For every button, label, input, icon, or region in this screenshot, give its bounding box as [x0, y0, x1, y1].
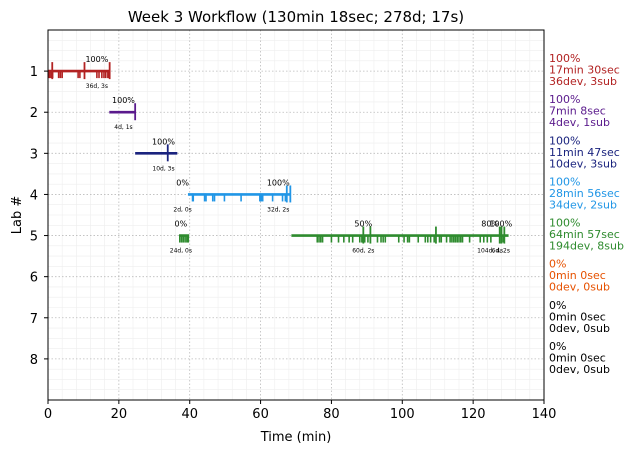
- lab-8-summary: 0min 0sec: [549, 351, 606, 364]
- lab-6-summary: 0min 0sec: [549, 269, 606, 282]
- lab-6-summary: 0dev, 0sub: [549, 281, 610, 294]
- count-label: 24d, 0s: [170, 248, 192, 255]
- lab-2-summary: 4dev, 1sub: [549, 116, 610, 129]
- score-label: 80%: [481, 220, 499, 229]
- score-label: 100%: [152, 137, 175, 146]
- count-label: 60d, 2s: [352, 248, 374, 255]
- lab-bars: [48, 62, 509, 244]
- lab-4-summary: 28min 56sec: [549, 187, 620, 200]
- lab-1-summary: 17min 30sec: [549, 64, 620, 77]
- count-label: 32d, 2s: [267, 206, 289, 213]
- x-tick-label: 140: [532, 407, 557, 422]
- lab-1-summary: 36dev, 3sub: [549, 75, 617, 88]
- axes: 0 20 40 60 80 100 120 140 1 2 3 4 5 6 7 8: [30, 65, 557, 422]
- lab-1-summary: 100%: [549, 52, 580, 65]
- y-tick-label: 1: [30, 65, 38, 80]
- y-tick-label: 8: [30, 353, 38, 368]
- score-label: 100%: [112, 96, 135, 105]
- lab-8-summary: 0%: [549, 340, 566, 353]
- x-tick-label: 40: [181, 407, 198, 422]
- lab-5-summary: 64min 57sec: [549, 228, 620, 241]
- lab-6-summary: 0%: [549, 258, 566, 271]
- count-label: 36d, 3s: [86, 83, 108, 90]
- count-label: 10d, 3s: [152, 165, 174, 172]
- x-tick-label: 120: [461, 407, 486, 422]
- lab-2-summary: 7min 8sec: [549, 105, 606, 118]
- score-label: 100%: [267, 178, 290, 187]
- lab-5-summary: 194dev, 8sub: [549, 240, 624, 253]
- x-tick-label: 0: [44, 407, 52, 422]
- y-tick-label: 2: [30, 106, 38, 121]
- score-label: 100%: [85, 55, 108, 64]
- score-label: 50%: [354, 220, 372, 229]
- lab-4-summary: 100%: [549, 175, 580, 188]
- lab-7-summary: 0dev, 0sub: [549, 322, 610, 335]
- lab-2-summary: 100%: [549, 93, 580, 106]
- lab-8-summary: 0dev, 0sub: [549, 363, 610, 376]
- lab-3-summary: 10dev, 3sub: [549, 157, 617, 170]
- chart-title: Week 3 Workflow (130min 18sec; 278d; 17s…: [128, 8, 464, 26]
- x-tick-label: 100: [390, 407, 415, 422]
- lab-3-summary: 100%: [549, 134, 580, 147]
- y-tick-label: 6: [30, 271, 38, 286]
- x-tick-label: 60: [252, 407, 269, 422]
- count-label: 6d, 2s: [492, 248, 510, 255]
- score-label: 100%: [489, 220, 512, 229]
- count-label: 104d, 4s: [477, 248, 503, 255]
- x-axis-title: Time (min): [260, 430, 332, 445]
- y-tick-label: 3: [30, 147, 38, 162]
- y-tick-label: 4: [30, 188, 38, 203]
- lab-3-summary: 11min 47sec: [549, 146, 620, 159]
- y-axis-title: Lab #: [10, 196, 25, 235]
- score-label: 0%: [175, 220, 188, 229]
- count-label: 4d, 1s: [114, 124, 132, 131]
- grid-lines: [47, 30, 545, 400]
- lab-5-summary: 100%: [549, 217, 580, 230]
- x-tick-label: 20: [111, 407, 128, 422]
- y-tick-label: 5: [30, 230, 38, 245]
- score-label: 0%: [176, 178, 189, 187]
- count-label: 2d, 0s: [173, 206, 191, 213]
- plot-frame: [47, 29, 545, 401]
- x-tick-label: 80: [323, 407, 340, 422]
- lab-7-summary: 0%: [549, 299, 566, 312]
- lab-4-summary: 34dev, 2sub: [549, 198, 617, 211]
- lab-7-summary: 0min 0sec: [549, 310, 606, 323]
- y-tick-label: 7: [30, 312, 38, 327]
